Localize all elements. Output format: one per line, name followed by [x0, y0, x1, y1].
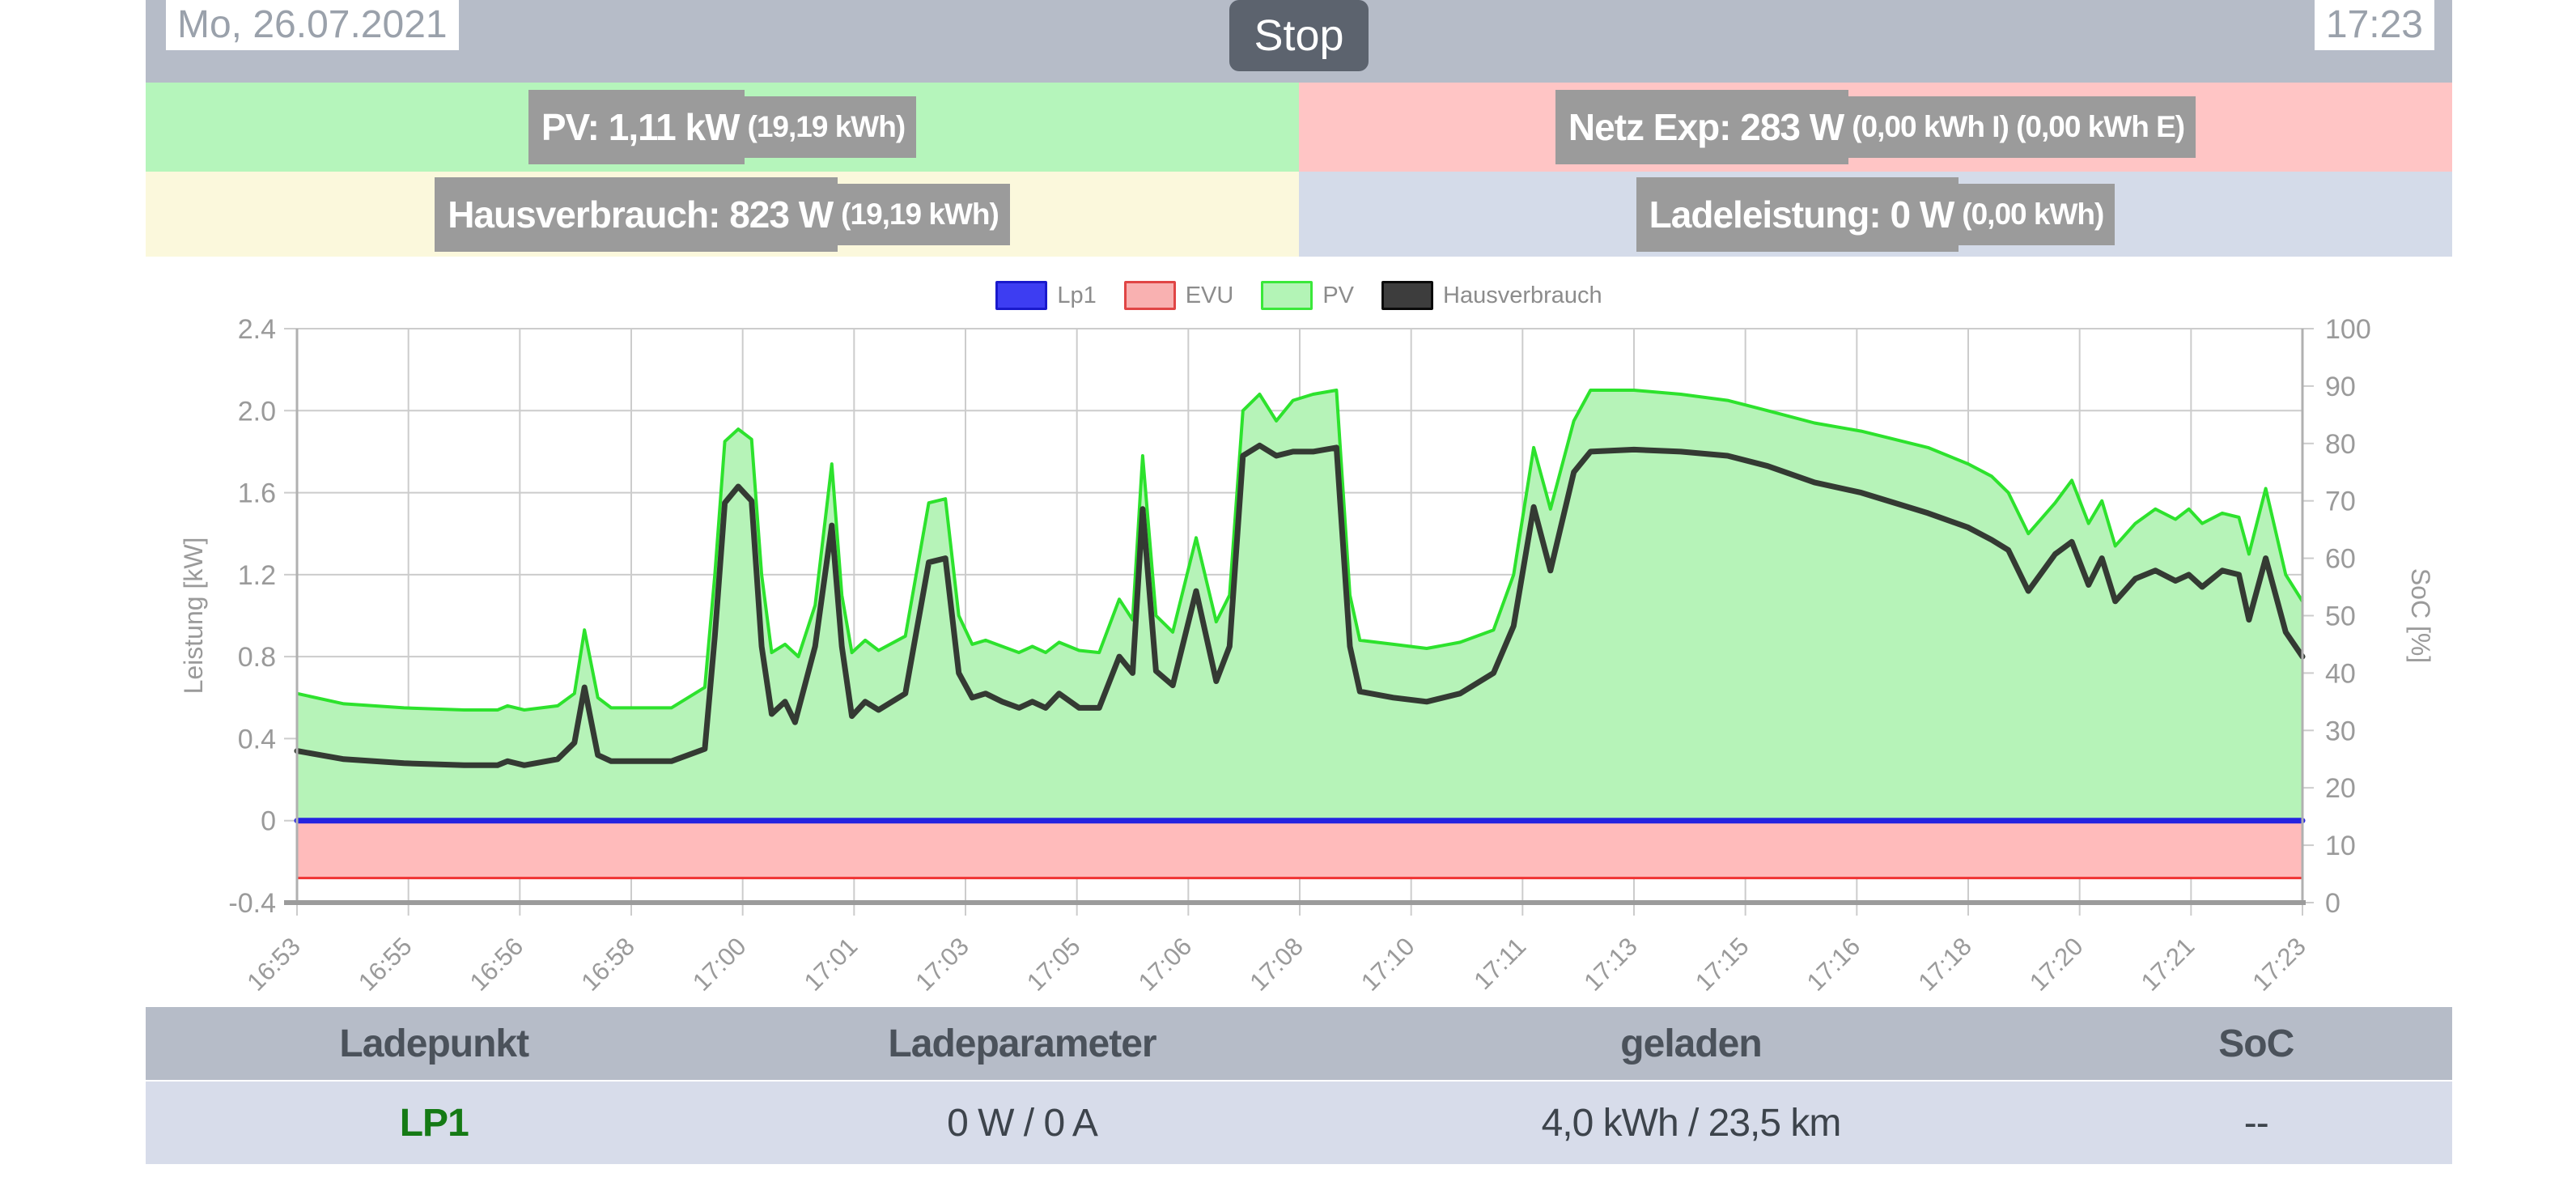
clock-label: 17:23: [2314, 0, 2434, 50]
svg-text:Leistung [kW]: Leistung [kW]: [179, 538, 208, 695]
house-consumption-tile: Hausverbrauch: 823 W (19,19 kWh): [146, 172, 1299, 257]
power-chart: Lp1 EVU PV Hausverbrauch 2.4 2.0 1.6 1.2 0.8…: [146, 257, 2452, 1007]
svg-text:17:05: 17:05: [1021, 932, 1086, 997]
svg-text:17:23: 17:23: [2247, 932, 2311, 997]
svg-text:SoC [%]: SoC [%]: [2406, 568, 2435, 663]
charge-energy: (0,00 kWh): [1959, 183, 2116, 245]
status-tiles: PV: 1,11 kW (19,19 kWh) Netz Exp: 283 W …: [146, 83, 2452, 257]
svg-text:17:15: 17:15: [1690, 932, 1755, 997]
pv-value: PV: 1,11 kW: [528, 90, 745, 164]
col-header-soc: SoC: [2218, 1022, 2294, 1065]
svg-text:40: 40: [2325, 658, 2356, 689]
svg-text:16:53: 16:53: [241, 932, 306, 997]
svg-text:17:01: 17:01: [799, 932, 864, 997]
grid-tile: Netz Exp: 283 W (0,00 kWh I) (0,00 kWh E…: [1299, 83, 2452, 172]
legend-item-evu: EVU: [1123, 281, 1234, 310]
svg-text:17:00: 17:00: [687, 932, 752, 997]
svg-text:20: 20: [2325, 773, 2356, 804]
svg-text:10: 10: [2325, 831, 2356, 861]
svg-text:17:03: 17:03: [910, 932, 974, 997]
svg-text:17:10: 17:10: [1356, 932, 1420, 997]
svg-text:16:56: 16:56: [465, 932, 529, 997]
svg-text:100: 100: [2325, 314, 2371, 345]
date-label: Mo, 26.07.2021: [166, 0, 459, 50]
svg-text:2.4: 2.4: [238, 314, 276, 345]
svg-text:50: 50: [2325, 601, 2356, 632]
legend-item-hausverbrauch: Hausverbrauch: [1381, 281, 1602, 310]
pv-tile: PV: 1,11 kW (19,19 kWh): [146, 83, 1299, 172]
svg-text:0: 0: [261, 806, 276, 837]
svg-text:1.2: 1.2: [238, 560, 276, 591]
svg-text:1.6: 1.6: [238, 478, 276, 509]
chart-legend: Lp1 EVU PV Hausverbrauch: [146, 281, 2452, 310]
grid-value: Netz Exp: 283 W: [1555, 90, 1849, 164]
svg-text:17:06: 17:06: [1133, 932, 1198, 997]
legend-item-pv: PV: [1261, 281, 1354, 310]
svg-text:17:16: 17:16: [1802, 932, 1866, 997]
svg-text:0.4: 0.4: [238, 724, 276, 754]
svg-text:17:18: 17:18: [1912, 932, 1977, 997]
svg-text:17:13: 17:13: [1578, 932, 1643, 997]
lp1-swatch-icon: [995, 281, 1048, 310]
stop-button[interactable]: Stop: [1229, 0, 1369, 71]
charged-amount: 4,0 kWh / 23,5 km: [1541, 1101, 1842, 1145]
svg-text:2.0: 2.0: [238, 396, 276, 427]
svg-text:-0.4: -0.4: [228, 888, 276, 919]
charge-value: Ladeleistung: 0 W: [1636, 176, 1959, 252]
legend-label: Hausverbrauch: [1443, 282, 1602, 308]
svg-text:17:11: 17:11: [1468, 932, 1531, 995]
charge-parameters: 0 W / 0 A: [947, 1101, 1098, 1145]
chart-canvas: 2.4 2.0 1.6 1.2 0.8 0.4 0 -0.4 0 10 20 30 40 50 60 70 80…: [146, 257, 2452, 1011]
svg-text:17:20: 17:20: [2024, 932, 2089, 997]
soc-value: --: [2243, 1101, 2269, 1145]
svg-text:16:58: 16:58: [575, 932, 640, 997]
col-header-geladen: geladen: [1620, 1022, 1762, 1065]
svg-text:60: 60: [2325, 544, 2356, 575]
top-bar: Mo, 26.07.2021 Stop 17:23: [146, 0, 2452, 83]
legend-label: EVU: [1185, 282, 1234, 308]
svg-text:0: 0: [2325, 888, 2340, 919]
house-value: Hausverbrauch: 823 W: [435, 176, 838, 252]
pv-energy: (19,19 kWh): [744, 96, 917, 158]
svg-text:80: 80: [2325, 429, 2356, 460]
svg-text:70: 70: [2325, 487, 2356, 517]
table-row: LP1 0 W / 0 A 4,0 kWh / 23,5 km --: [146, 1082, 2452, 1164]
house-energy: (19,19 kWh): [838, 183, 1010, 245]
chargepoint-table: Ladepunkt Ladeparameter geladen SoC LP1 …: [146, 1007, 2452, 1164]
pv-swatch-icon: [1261, 281, 1313, 310]
svg-text:0.8: 0.8: [238, 642, 276, 673]
chargepoint-name: LP1: [399, 1101, 469, 1145]
charge-power-tile: Ladeleistung: 0 W (0,00 kWh): [1299, 172, 2452, 257]
svg-text:90: 90: [2325, 372, 2356, 402]
grid-energy: (0,00 kWh I) (0,00 kWh E): [1848, 96, 2196, 158]
openwb-display: Mo, 26.07.2021 Stop 17:23 PV: 1,11 kW (1…: [146, 0, 2452, 1164]
table-header-row: Ladepunkt Ladeparameter geladen SoC: [146, 1007, 2452, 1082]
legend-label: PV: [1322, 282, 1355, 308]
svg-text:16:55: 16:55: [353, 932, 418, 997]
legend-label: Lp1: [1057, 282, 1097, 308]
col-header-ladeparameter: Ladeparameter: [888, 1022, 1156, 1065]
hausverbrauch-swatch-icon: [1381, 281, 1434, 310]
col-header-ladepunkt: Ladepunkt: [339, 1022, 529, 1065]
svg-text:17:21: 17:21: [2136, 932, 2200, 997]
svg-text:30: 30: [2325, 716, 2356, 746]
svg-text:17:08: 17:08: [1244, 932, 1309, 997]
evu-swatch-icon: [1123, 281, 1176, 310]
legend-item-lp1: Lp1: [995, 281, 1097, 310]
